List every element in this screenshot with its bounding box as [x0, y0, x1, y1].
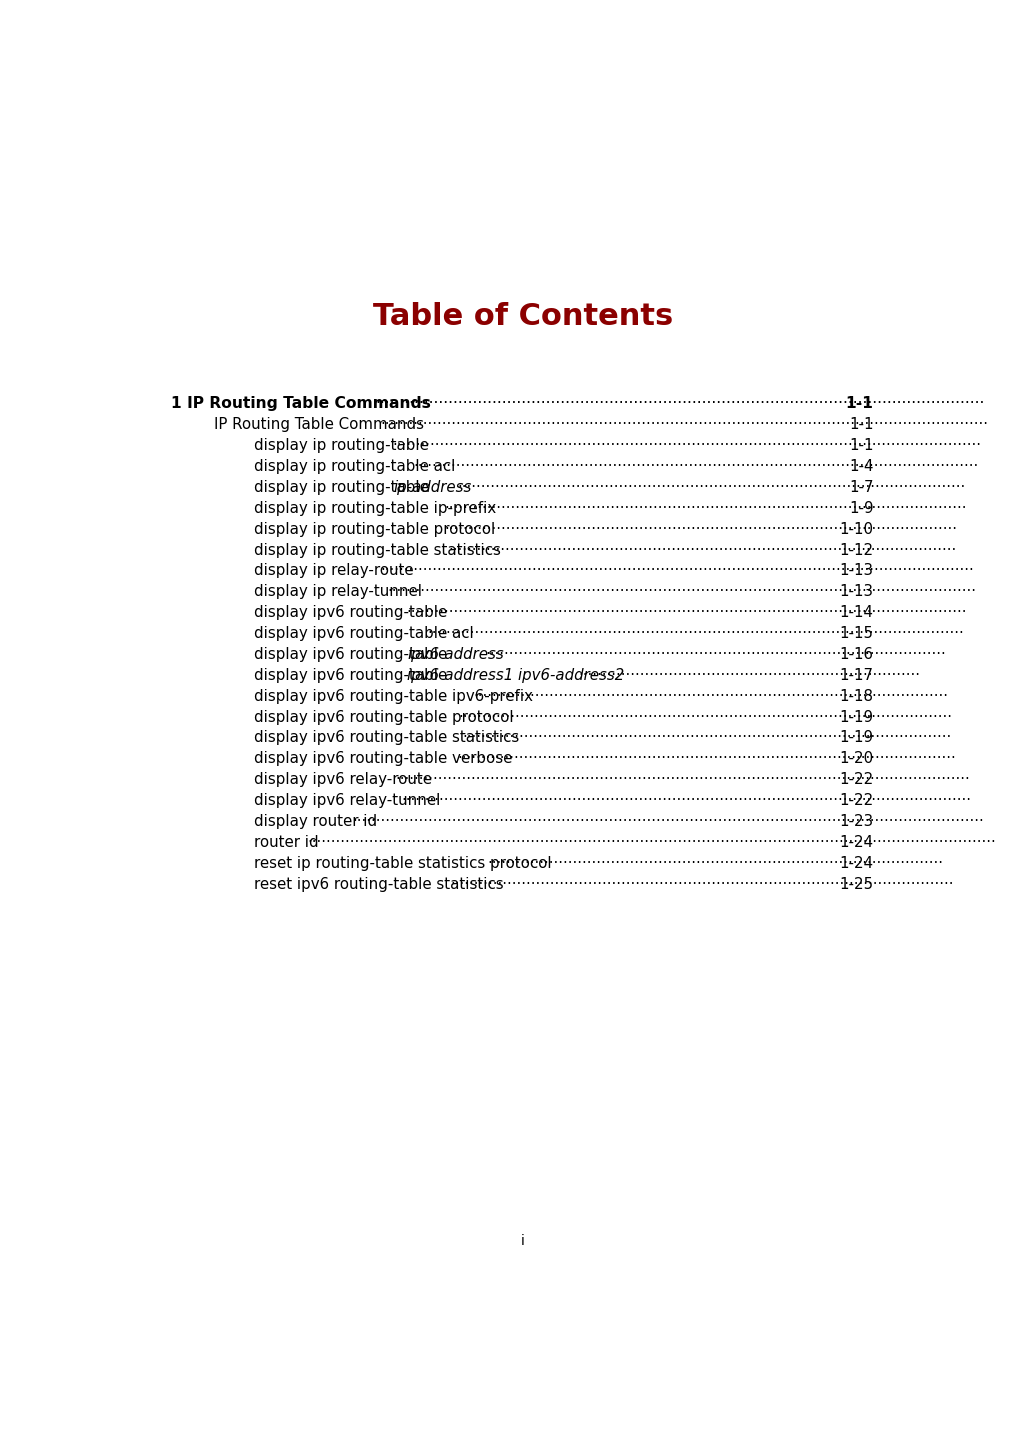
- Text: ················································································: ········································…: [450, 877, 953, 891]
- Text: 1-14: 1-14: [839, 606, 873, 620]
- Text: 1-19: 1-19: [839, 731, 873, 746]
- Text: 1-12: 1-12: [839, 542, 873, 558]
- Text: display ipv6 routing-table ipv6-prefix: display ipv6 routing-table ipv6-prefix: [254, 689, 532, 704]
- Text: ················································································: ········································…: [462, 731, 951, 746]
- Text: 1-25: 1-25: [839, 877, 873, 891]
- Text: display ipv6 routing-table protocol: display ipv6 routing-table protocol: [254, 709, 513, 725]
- Text: ········································································: ········································…: [578, 668, 920, 684]
- Text: 1-19: 1-19: [839, 709, 873, 725]
- Text: ipv6-address1 ipv6-address2: ipv6-address1 ipv6-address2: [407, 668, 624, 684]
- Text: ················································································: ········································…: [387, 584, 975, 600]
- Text: display ipv6 relay-route: display ipv6 relay-route: [254, 773, 431, 787]
- Text: ················································································: ········································…: [307, 835, 995, 849]
- Text: 1-13: 1-13: [839, 564, 873, 578]
- Text: ················································································: ········································…: [394, 773, 969, 787]
- Text: ················································································: ········································…: [392, 438, 980, 453]
- Text: display ipv6 routing-table acl: display ipv6 routing-table acl: [254, 626, 473, 642]
- Text: ················································································: ········································…: [473, 689, 948, 704]
- Text: ················································································: ········································…: [448, 542, 956, 558]
- Text: display ip routing-table ip-prefix: display ip routing-table ip-prefix: [254, 500, 495, 516]
- Text: router id: router id: [254, 835, 318, 849]
- Text: 1 IP Routing Table Commands: 1 IP Routing Table Commands: [171, 397, 430, 411]
- Text: reset ipv6 routing-table statistics: reset ipv6 routing-table statistics: [254, 877, 503, 891]
- Text: ················································································: ········································…: [352, 813, 983, 829]
- Text: display ip relay-tunnel: display ip relay-tunnel: [254, 584, 422, 600]
- Text: IP Routing Table Commands: IP Routing Table Commands: [214, 417, 424, 433]
- Text: ················································································: ········································…: [427, 626, 963, 642]
- Text: 1-23: 1-23: [839, 813, 873, 829]
- Text: 1-22: 1-22: [839, 793, 873, 808]
- Text: ················································································: ········································…: [375, 397, 984, 411]
- Text: 1-15: 1-15: [839, 626, 873, 642]
- Text: 1-24: 1-24: [839, 835, 873, 849]
- Text: 1-1: 1-1: [849, 417, 873, 433]
- Text: 1-4: 1-4: [849, 459, 873, 474]
- Text: display ip relay-route: display ip relay-route: [254, 564, 413, 578]
- Text: display ipv6 routing-table: display ipv6 routing-table: [254, 647, 451, 662]
- Text: display ipv6 relay-tunnel: display ipv6 relay-tunnel: [254, 793, 440, 808]
- Text: ················································································: ········································…: [458, 709, 952, 725]
- Text: display router id: display router id: [254, 813, 377, 829]
- Text: display ipv6 routing-table statistics: display ipv6 routing-table statistics: [254, 731, 519, 746]
- Text: Table of Contents: Table of Contents: [372, 301, 673, 330]
- Text: display ip routing-table statistics: display ip routing-table statistics: [254, 542, 500, 558]
- Text: ················································································: ········································…: [485, 647, 946, 662]
- Text: ip-address: ip-address: [392, 480, 471, 495]
- Text: 1-1: 1-1: [845, 397, 873, 411]
- Text: 1-22: 1-22: [839, 773, 873, 787]
- Text: 1-1: 1-1: [849, 438, 873, 453]
- Text: display ipv6 routing-table: display ipv6 routing-table: [254, 606, 446, 620]
- Text: display ipv6 routing-table: display ipv6 routing-table: [254, 668, 451, 684]
- Text: ················································································: ········································…: [380, 564, 973, 578]
- Text: display ipv6 routing-table verbose: display ipv6 routing-table verbose: [254, 751, 512, 766]
- Text: 1-16: 1-16: [839, 647, 873, 662]
- Text: 1-20: 1-20: [839, 751, 873, 766]
- Text: 1-18: 1-18: [839, 689, 873, 704]
- Text: ················································································: ········································…: [457, 751, 955, 766]
- Text: 1-9: 1-9: [849, 500, 873, 516]
- Text: reset ip routing-table statistics protocol: reset ip routing-table statistics protoc…: [254, 855, 551, 871]
- Text: ipv6-address: ipv6-address: [407, 647, 503, 662]
- Text: 1-24: 1-24: [839, 855, 873, 871]
- Text: 1-10: 1-10: [839, 522, 873, 536]
- Text: ················································································: ········································…: [413, 459, 977, 474]
- Text: i: i: [521, 1234, 524, 1249]
- Text: display ip routing-table: display ip routing-table: [254, 480, 433, 495]
- Text: ················································································: ········································…: [444, 500, 966, 516]
- Text: display ip routing-table acl: display ip routing-table acl: [254, 459, 454, 474]
- Text: ················································································: ········································…: [401, 793, 970, 808]
- Text: 1-13: 1-13: [839, 584, 873, 600]
- Text: ················································································: ········································…: [443, 522, 956, 536]
- Text: ················································································: ········································…: [487, 855, 943, 871]
- Text: ················································································: ········································…: [407, 606, 966, 620]
- Text: ················································································: ········································…: [457, 480, 964, 495]
- Text: display ip routing-table: display ip routing-table: [254, 438, 428, 453]
- Text: display ip routing-table protocol: display ip routing-table protocol: [254, 522, 494, 536]
- Text: ················································································: ········································…: [380, 417, 987, 433]
- Text: 1-7: 1-7: [849, 480, 873, 495]
- Text: 1-17: 1-17: [839, 668, 873, 684]
